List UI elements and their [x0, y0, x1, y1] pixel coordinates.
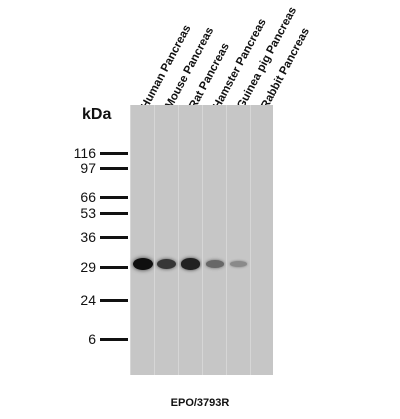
blot-lane: [226, 105, 250, 375]
protein-band: [180, 258, 201, 270]
marker-116: 116: [0, 145, 130, 161]
marker-tick: [100, 266, 128, 269]
marker-29: 29: [0, 259, 130, 275]
antibody-caption: EPO/3793R: [170, 397, 230, 409]
protein-band: [205, 260, 224, 268]
marker-24: 24: [0, 292, 130, 308]
marker-tick: [100, 167, 128, 170]
blot-lane: [178, 105, 202, 375]
marker-53: 53: [0, 205, 130, 221]
marker-label: 6: [88, 331, 96, 347]
blot-membrane: [130, 105, 273, 375]
marker-label: 97: [80, 160, 96, 176]
marker-6: 6: [0, 331, 130, 347]
blot-lane: [130, 105, 154, 375]
marker-tick: [100, 338, 128, 341]
molecular-weight-ladder: 116 97 66 53 36 29 24 6: [0, 0, 130, 380]
marker-tick: [100, 152, 128, 155]
marker-label: 36: [80, 229, 96, 245]
protein-band: [229, 261, 248, 267]
marker-36: 36: [0, 229, 130, 245]
marker-tick: [100, 299, 128, 302]
protein-band: [132, 258, 153, 270]
protein-band: [156, 258, 177, 269]
marker-label: 116: [73, 145, 96, 161]
marker-label: 29: [80, 259, 96, 275]
marker-label: 53: [80, 205, 96, 221]
blot-lane: [250, 105, 273, 375]
marker-tick: [100, 212, 128, 215]
marker-66: 66: [0, 189, 130, 205]
marker-tick: [100, 236, 128, 239]
unit-label: kDa: [82, 106, 112, 123]
blot-lane: [202, 105, 226, 375]
marker-label: 24: [80, 292, 96, 308]
blot-lane: [154, 105, 178, 375]
marker-label: 66: [80, 189, 96, 205]
marker-97: 97: [0, 160, 130, 176]
marker-tick: [100, 196, 128, 199]
